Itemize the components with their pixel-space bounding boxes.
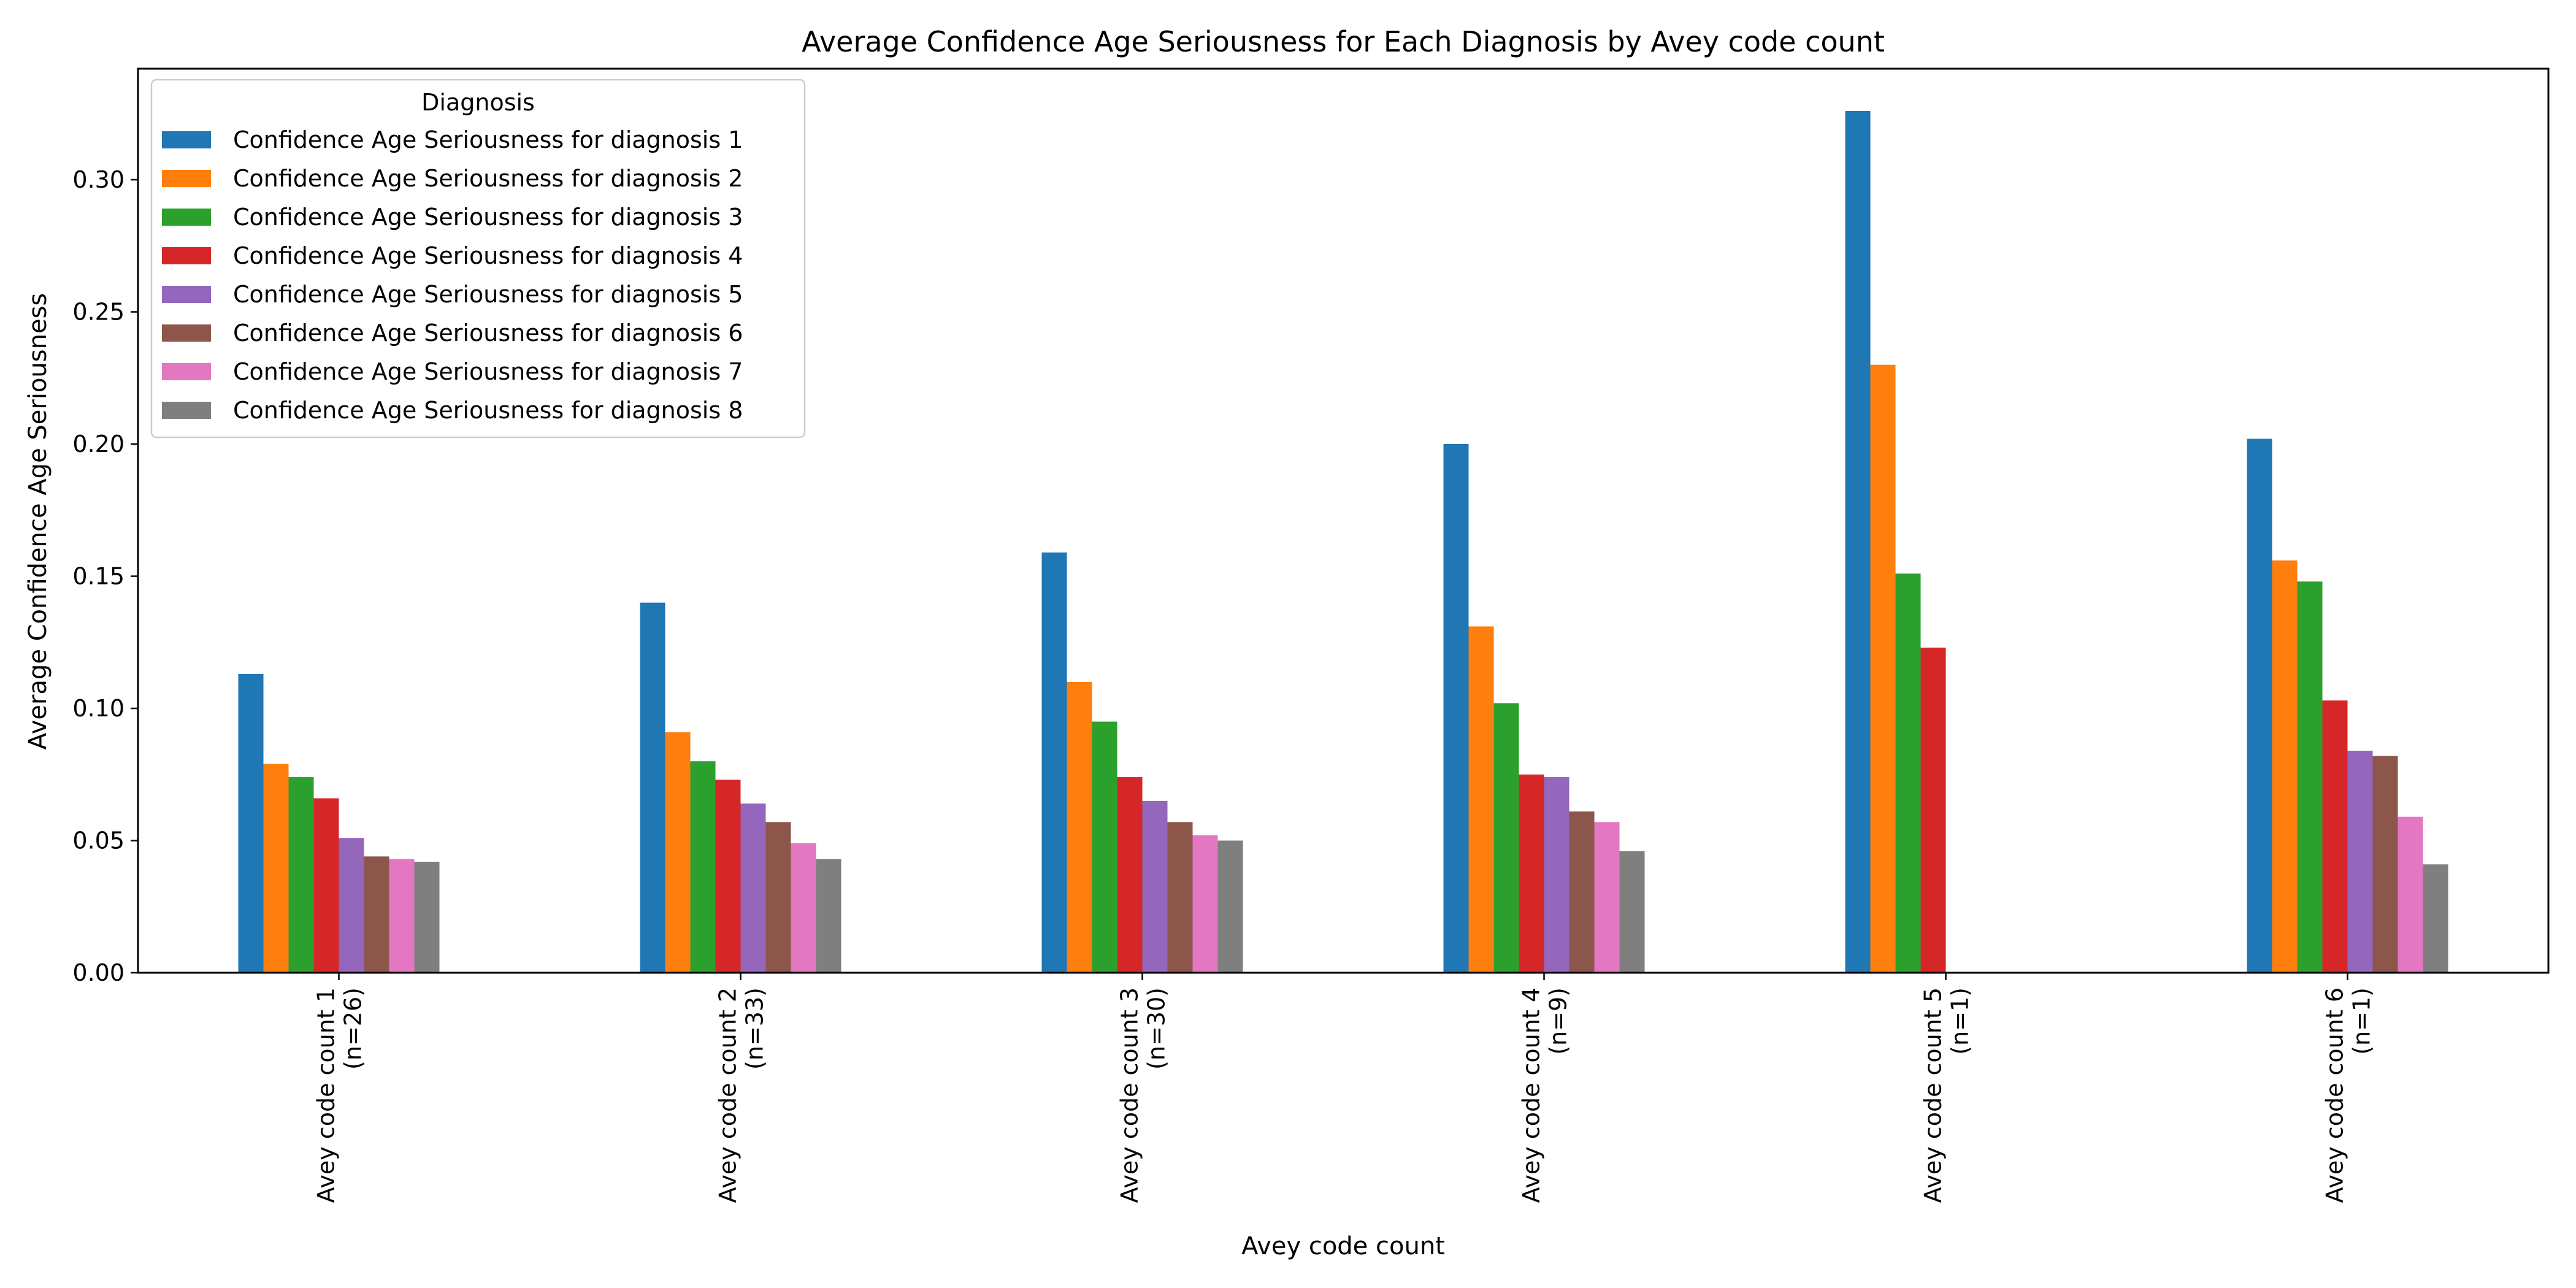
x-axis-ticks: Avey code count 1 (n=26) Avey code count 2… — [313, 973, 2375, 1203]
legend: Diagnosis Confidence Age Seriousness for… — [150, 79, 806, 439]
legend-swatch-diagnosis-1 — [162, 131, 211, 148]
bar-diagnosis-2-count-2 — [665, 732, 691, 973]
bar-diagnosis-7-count-4 — [1594, 822, 1620, 973]
y-tick-label: 0.15 — [72, 563, 125, 590]
legend-label-diagnosis-2: Confidence Age Seriousness for diagnosis… — [233, 165, 743, 192]
bar-diagnosis-6-count-6 — [2372, 756, 2398, 973]
bar-diagnosis-2-count-3 — [1067, 681, 1092, 973]
bar-diagnosis-8-count-6 — [2423, 864, 2448, 973]
x-tick-label-line: (n=30) — [1143, 987, 1170, 1070]
bar-diagnosis-5-count-4 — [1544, 777, 1570, 973]
bar-diagnosis-7-count-6 — [2398, 816, 2423, 973]
bar-diagnosis-6-count-3 — [1167, 822, 1193, 973]
x-tick-label-line: Avey code count 3 — [1116, 987, 1143, 1203]
bar-diagnosis-8-count-3 — [1217, 840, 1243, 973]
y-axis-ticks: 0.00 0.05 0.10 0.15 0.20 0.25 0.30 — [72, 166, 138, 986]
x-tick-label: Avey code count 2 (n=33) — [715, 987, 769, 1203]
x-tick-label-line: (n=1) — [2348, 987, 2375, 1055]
x-tick-label-line: (n=33) — [742, 987, 769, 1070]
legend-swatch-diagnosis-2 — [162, 170, 211, 187]
bar-diagnosis-3-count-6 — [2297, 581, 2323, 973]
bar-diagnosis-4-count-1 — [313, 798, 339, 973]
bar-diagnosis-5-count-3 — [1142, 800, 1168, 973]
bar-diagnosis-1-count-5 — [1845, 110, 1871, 973]
x-tick-label: Avey code count 3 (n=30) — [1116, 987, 1170, 1203]
bar-diagnosis-2-count-5 — [1870, 364, 1896, 973]
legend-label-diagnosis-1: Confidence Age Seriousness for diagnosis… — [233, 126, 743, 153]
x-tick-label-line: Avey code count 6 — [2321, 987, 2348, 1203]
bar-diagnosis-1-count-4 — [1443, 444, 1469, 973]
bar-diagnosis-5-count-6 — [2347, 750, 2373, 973]
x-tick-label-line: Avey code count 2 — [715, 987, 742, 1203]
bar-diagnosis-3-count-1 — [288, 777, 314, 973]
legend-label-diagnosis-3: Confidence Age Seriousness for diagnosis… — [233, 204, 743, 231]
y-axis-label: Average Confidence Age Seriousness — [24, 293, 52, 750]
bar-diagnosis-7-count-2 — [791, 843, 816, 973]
bar-diagnosis-6-count-1 — [364, 856, 389, 973]
x-tick-label: Avey code count 4 (n=9) — [1518, 987, 1572, 1203]
legend-swatch-diagnosis-8 — [162, 402, 211, 419]
legend-label-diagnosis-5: Confidence Age Seriousness for diagnosis… — [233, 281, 743, 308]
bar-diagnosis-8-count-1 — [414, 861, 440, 973]
bar-diagnosis-2-count-4 — [1468, 626, 1494, 973]
bar-diagnosis-3-count-3 — [1092, 721, 1117, 973]
bar-diagnosis-8-count-4 — [1619, 851, 1645, 973]
bar-diagnosis-1-count-2 — [640, 602, 665, 973]
bar-diagnosis-3-count-5 — [1895, 573, 1921, 973]
y-tick-label: 0.20 — [72, 431, 125, 458]
legend-swatch-diagnosis-6 — [162, 324, 211, 342]
y-tick-label: 0.05 — [72, 827, 125, 854]
x-axis-label: Avey code count — [1241, 1232, 1445, 1260]
x-tick-label: Avey code count 5 (n=1) — [1920, 987, 1974, 1203]
legend-label-diagnosis-4: Confidence Age Seriousness for diagnosis… — [233, 242, 743, 269]
bar-diagnosis-1-count-1 — [238, 673, 264, 973]
chart-title: Average Confidence Age Seriousness for E… — [802, 25, 1885, 58]
bar-diagnosis-1-count-6 — [2247, 439, 2272, 973]
bar-diagnosis-1-count-3 — [1041, 552, 1067, 973]
bar-diagnosis-7-count-3 — [1192, 835, 1218, 973]
y-tick-label: 0.30 — [72, 166, 125, 193]
legend-swatch-diagnosis-3 — [162, 209, 211, 226]
x-tick-label-line: Avey code count 1 — [313, 987, 340, 1203]
y-tick-label: 0.00 — [72, 959, 125, 986]
x-tick-label: Avey code count 6 (n=1) — [2321, 987, 2375, 1203]
bar-diagnosis-4-count-3 — [1117, 777, 1143, 973]
x-tick-label-line: (n=1) — [1947, 987, 1974, 1055]
bar-diagnosis-7-count-1 — [389, 859, 415, 973]
bar-diagnosis-5-count-1 — [339, 838, 364, 973]
plot-area-frame — [137, 67, 2550, 974]
bar-diagnosis-4-count-2 — [715, 780, 741, 973]
legend-label-diagnosis-7: Confidence Age Seriousness for diagnosis… — [233, 358, 743, 385]
bar-diagnosis-5-count-2 — [740, 803, 766, 973]
bar-diagnosis-4-count-6 — [2322, 700, 2348, 973]
bars-group — [238, 110, 2448, 973]
legend-label-diagnosis-6: Confidence Age Seriousness for diagnosis… — [233, 320, 743, 347]
bar-diagnosis-4-count-4 — [1519, 774, 1544, 973]
legend-swatch-diagnosis-5 — [162, 286, 211, 303]
legend-box — [150, 79, 806, 439]
x-tick-label: Avey code count 1 (n=26) — [313, 987, 367, 1203]
legend-title: Diagnosis — [421, 89, 535, 116]
legend-label-diagnosis-8: Confidence Age Seriousness for diagnosis… — [233, 397, 743, 424]
x-tick-label-line: (n=9) — [1545, 987, 1572, 1055]
x-tick-label-line: Avey code count 5 — [1920, 987, 1947, 1203]
legend-items: Confidence Age Seriousness for diagnosis… — [162, 126, 743, 424]
bar-diagnosis-4-count-5 — [1920, 647, 1946, 973]
legend-swatch-diagnosis-4 — [162, 247, 211, 264]
bar-diagnosis-6-count-2 — [765, 822, 791, 973]
bar-diagnosis-2-count-6 — [2272, 560, 2298, 973]
legend-swatch-diagnosis-7 — [162, 363, 211, 380]
bar-diagnosis-3-count-2 — [690, 761, 716, 973]
bar-diagnosis-2-count-1 — [263, 764, 289, 973]
x-tick-label-line: (n=26) — [340, 987, 367, 1070]
bar-diagnosis-3-count-4 — [1493, 703, 1519, 973]
bar-diagnosis-8-count-2 — [816, 859, 841, 973]
y-tick-label: 0.25 — [72, 299, 125, 326]
y-tick-label: 0.10 — [72, 695, 125, 722]
bar-diagnosis-6-count-4 — [1569, 811, 1595, 973]
x-tick-label-line: Avey code count 4 — [1518, 987, 1545, 1203]
